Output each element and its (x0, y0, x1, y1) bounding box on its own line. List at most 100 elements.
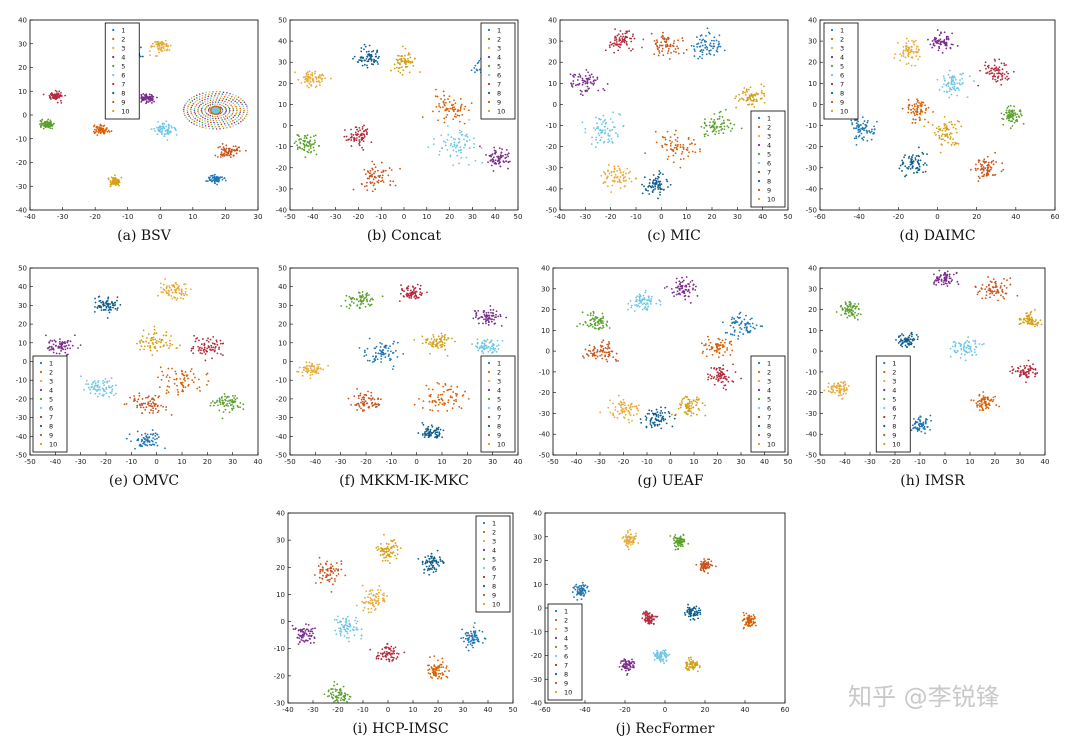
scatter-point (739, 322, 742, 325)
scatter-point (205, 91, 207, 94)
scatter-point (945, 126, 948, 129)
scatter-point (435, 345, 437, 348)
scatter-point (497, 348, 500, 350)
scatter-point (1009, 112, 1011, 115)
scatter-point (480, 147, 483, 149)
scatter-point (441, 436, 444, 439)
scatter-point (918, 101, 920, 104)
legend-swatch (487, 73, 491, 77)
scatter-point (415, 290, 418, 293)
scatter-point (453, 145, 456, 147)
scatter-point (154, 345, 156, 348)
scatter-point (660, 36, 663, 38)
legend-swatch (487, 109, 491, 113)
y-tick-label: -20 (276, 164, 287, 172)
scatter-point (977, 84, 980, 87)
y-tick-label: 30 (541, 285, 550, 293)
scatter-point (216, 340, 218, 343)
scatter-point (723, 128, 726, 131)
scatter-point (487, 161, 489, 164)
scatter-point (595, 136, 598, 139)
scatter-point (701, 53, 704, 56)
scatter-point (150, 128, 153, 131)
scatter-point (631, 35, 634, 38)
scatter-point (189, 117, 192, 119)
scatter-point (366, 133, 368, 136)
scatter-point (202, 348, 205, 351)
scatter-point (673, 133, 676, 136)
scatter-point (496, 339, 499, 342)
scatter-point (144, 443, 146, 446)
scatter-point (58, 90, 61, 93)
scatter-point (902, 45, 905, 48)
scatter-point (156, 96, 158, 99)
scatter-point (1007, 105, 1010, 108)
scatter-point (161, 50, 164, 52)
legend-label: 7 (49, 413, 53, 421)
scatter-point (198, 123, 201, 125)
scatter-point (581, 94, 584, 97)
scatter-point (234, 100, 236, 103)
scatter-point (953, 85, 956, 88)
scatter-point (672, 154, 675, 157)
scatter-point (443, 390, 445, 393)
scatter-point (486, 315, 488, 318)
scatter-point (615, 132, 617, 134)
scatter-point (356, 61, 359, 63)
scatter-point (161, 123, 164, 125)
scatter-point (196, 121, 198, 124)
scatter-point (407, 285, 410, 288)
y-tick-label: 10 (278, 101, 287, 109)
scatter-point (499, 315, 502, 318)
scatter-point (442, 429, 445, 432)
scatter-point (465, 156, 468, 159)
scatter-point (236, 120, 238, 122)
scatter-point (309, 136, 312, 139)
scatter-point (112, 302, 115, 305)
scatter-point (100, 309, 103, 312)
scatter-point (347, 397, 350, 400)
scatter-point (961, 81, 964, 84)
scatter-point (956, 82, 959, 85)
scatter-point (609, 118, 612, 120)
scatter-point (953, 143, 956, 146)
scatter-point (948, 121, 951, 124)
y-tick-label: 20 (278, 321, 287, 329)
scatter-point (353, 138, 356, 141)
legend-swatch (830, 91, 834, 95)
scatter-point (602, 87, 605, 90)
scatter-point (371, 401, 374, 404)
x-tick-label: 40 (1011, 213, 1020, 221)
scatter-point (985, 72, 988, 75)
scatter-point (910, 158, 912, 160)
scatter-point (152, 407, 154, 410)
y-tick-label: 0 (23, 112, 27, 120)
scatter-point (189, 288, 192, 291)
scatter-point (603, 181, 606, 184)
scatter-point (228, 402, 231, 405)
scatter-point (196, 124, 198, 127)
scatter-point (498, 162, 500, 165)
scatter-point (487, 345, 490, 348)
scatter-point (350, 403, 353, 406)
scatter-point (943, 31, 946, 34)
scatter-point (363, 48, 365, 51)
scatter-point (986, 173, 988, 176)
scatter-point (306, 364, 309, 367)
scatter-point (162, 42, 165, 45)
scatter-point (614, 173, 617, 176)
scatter-point (446, 138, 449, 141)
scatter-point (362, 56, 364, 59)
scatter-point (146, 444, 149, 447)
scatter-point (904, 49, 907, 52)
scatter-point (170, 288, 173, 291)
scatter-point (497, 315, 500, 318)
scatter-point (361, 132, 363, 135)
panel-2: -50 -40 -30 -20 -10 0 10 20 30 40 50-40-30-20-1001… (276, 17, 523, 245)
scatter-point (733, 123, 736, 126)
scatter-point (369, 56, 372, 59)
scatter-point (151, 433, 154, 436)
scatter-point (205, 373, 208, 376)
scatter-point (200, 107, 203, 110)
scatter-point (300, 138, 302, 141)
